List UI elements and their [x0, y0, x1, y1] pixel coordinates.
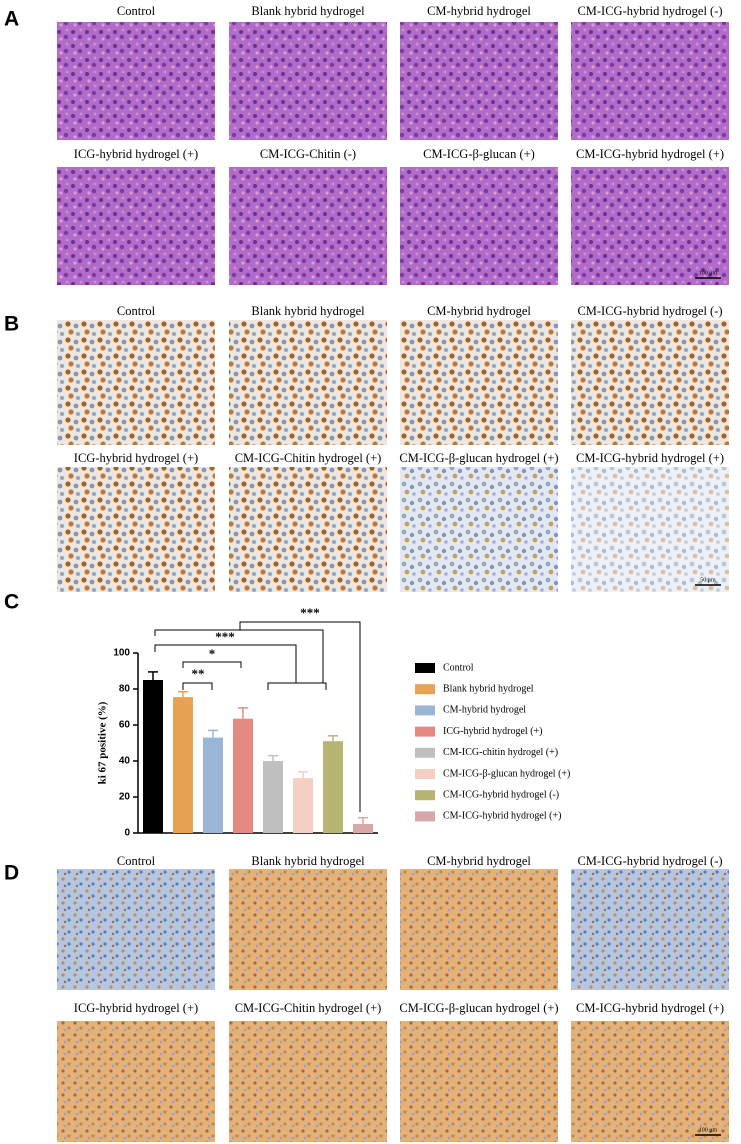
image-caption: Control [117, 304, 156, 318]
micrograph-overlay [571, 467, 729, 592]
micrograph [571, 22, 729, 140]
legend-swatch [415, 726, 435, 737]
image-caption: CM-ICG-hybrid hydrogel (-) [577, 854, 722, 868]
micrograph [229, 467, 387, 592]
micrograph [57, 869, 215, 990]
image-caption: CM-ICG-hybrid hydrogel (+) [576, 147, 724, 161]
image-caption: CM-hybrid hydrogel [427, 304, 531, 318]
legend-swatch [415, 663, 435, 673]
micrograph [229, 22, 387, 140]
scale-bar-label: 100 μm [699, 1127, 718, 1133]
legend-label: CM-ICG-hybrid hydrogel (-) [443, 789, 559, 800]
legend-label: CM-hybrid hydrogel [443, 705, 526, 716]
panel-label: A [4, 8, 19, 31]
legend-swatch [415, 811, 435, 822]
legend-label: CM-ICG-hybrid hydrogel (+) [443, 811, 561, 822]
micrograph [229, 869, 387, 990]
panel-label: C [4, 591, 19, 614]
image-caption: Control [117, 4, 156, 18]
micrograph [229, 1021, 387, 1142]
y-tick-label: 60 [119, 720, 131, 731]
micrograph [571, 869, 729, 990]
significance-bracket [154, 621, 361, 812]
micrograph [571, 320, 729, 445]
y-tick-label: 80 [119, 684, 131, 695]
micrograph [229, 167, 387, 285]
image-caption: ICG-hybrid hydrogel (+) [74, 147, 198, 161]
micrograph [400, 167, 558, 285]
micrograph [400, 869, 558, 990]
micrograph [571, 1021, 729, 1142]
bar [323, 741, 343, 833]
bar [263, 761, 283, 833]
micrograph [400, 22, 558, 140]
micrograph [57, 467, 215, 592]
image-caption: CM-ICG-hybrid hydrogel (+) [576, 1001, 724, 1015]
significance-label: *** [300, 605, 320, 620]
image-caption: CM-ICG-Chitin (-) [260, 147, 356, 161]
bar [143, 680, 163, 833]
micrograph [57, 22, 215, 140]
micrograph [57, 1021, 215, 1142]
scale-bar-label: 100 μm [699, 270, 718, 276]
bar [233, 718, 253, 833]
micrograph [400, 1021, 558, 1142]
y-tick-label: 100 [113, 648, 130, 659]
micrograph [400, 320, 558, 445]
significance-label: *** [215, 629, 235, 644]
legend-label: Control [443, 662, 474, 673]
legend-swatch [415, 769, 435, 779]
image-caption: CM-hybrid hydrogel [427, 854, 531, 868]
image-caption: CM-ICG-β-glucan (+) [423, 147, 535, 161]
image-caption: CM-ICG-Chitin hydrogel (+) [235, 451, 382, 465]
significance-label: * [209, 646, 216, 661]
image-caption: CM-ICG-hybrid hydrogel (-) [577, 4, 722, 18]
significance-bracket [182, 661, 242, 668]
bar [203, 737, 223, 833]
micrograph [571, 467, 729, 592]
micrograph [571, 167, 729, 285]
bar [173, 697, 193, 833]
bar [353, 824, 373, 833]
y-tick-label: 20 [119, 792, 131, 803]
image-caption: CM-ICG-β-glucan hydrogel (+) [399, 451, 558, 465]
image-caption: ICG-hybrid hydrogel (+) [74, 1001, 198, 1015]
panel-label: B [4, 313, 19, 336]
y-tick-label: 40 [119, 756, 131, 767]
legend-swatch [415, 705, 435, 716]
micrograph [400, 467, 558, 592]
legend-swatch [415, 684, 435, 695]
micrograph [229, 320, 387, 445]
significance-bracket [182, 682, 213, 690]
image-caption: ICG-hybrid hydrogel (+) [74, 451, 198, 465]
legend-swatch [415, 747, 435, 758]
legend-label: CM-ICG-chitin hydrogel (+) [443, 747, 558, 758]
image-caption: CM-ICG-Chitin hydrogel (+) [235, 1001, 382, 1015]
image-caption: Blank hybrid hydrogel [251, 4, 365, 18]
significance-label: ** [192, 666, 205, 681]
bar [293, 778, 313, 833]
image-caption: CM-ICG-hybrid hydrogel (+) [576, 451, 724, 465]
scale-bar-label: 50 μm [700, 577, 716, 583]
legend-label: CM-ICG-β-glucan hydrogel (+) [443, 768, 570, 779]
significance-bracket [154, 644, 327, 690]
micrograph [57, 167, 215, 285]
image-caption: CM-ICG-β-glucan hydrogel (+) [399, 1001, 558, 1015]
legend-label: ICG-hybrid hydrogel (+) [443, 726, 543, 737]
image-caption: Control [117, 854, 156, 868]
image-caption: Blank hybrid hydrogel [251, 854, 365, 868]
micrograph [57, 320, 215, 445]
legend-label: Blank hybrid hydrogel [443, 683, 534, 694]
y-axis-label: ki 67 positive (%) [97, 701, 109, 784]
y-tick-label: 0 [124, 828, 130, 839]
image-caption: CM-ICG-hybrid hydrogel (-) [577, 304, 722, 318]
image-caption: Blank hybrid hydrogel [251, 304, 365, 318]
legend-swatch [415, 790, 435, 801]
panel-label: D [4, 862, 19, 885]
image-caption: CM-hybrid hydrogel [427, 4, 531, 18]
